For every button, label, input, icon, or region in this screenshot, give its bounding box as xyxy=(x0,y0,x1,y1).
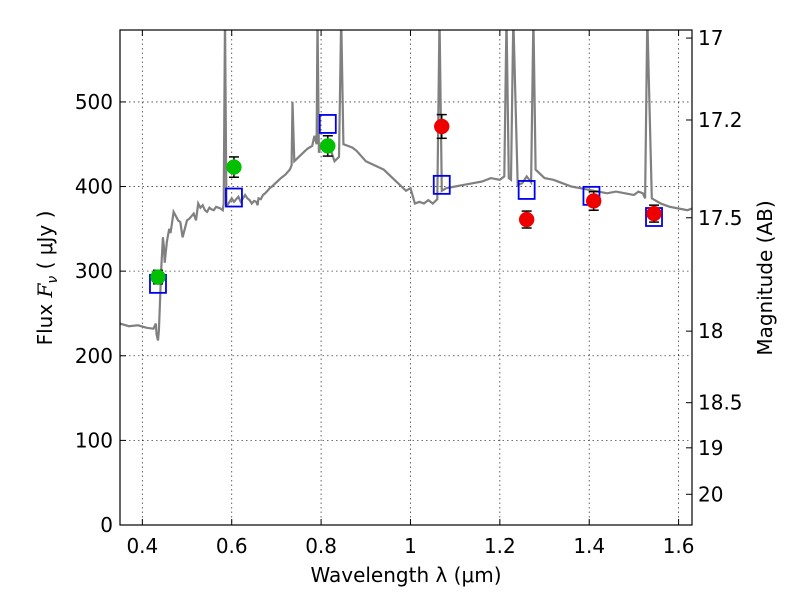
green-point-marker xyxy=(150,269,166,285)
red-point-marker xyxy=(585,193,602,209)
y-tick-label: 200 xyxy=(75,344,113,368)
y-tick-label: 100 xyxy=(75,428,113,452)
y-tick-label: 400 xyxy=(75,175,113,199)
red-point-marker xyxy=(646,205,662,222)
right-tick-label: 17.5 xyxy=(698,206,743,230)
x-axis-label: Wavelength λ (μm) xyxy=(310,563,501,587)
red-point-marker xyxy=(518,211,535,228)
y-tick-label: 300 xyxy=(75,259,113,283)
right-tick-label: 18 xyxy=(698,319,723,343)
y-tick-label: 500 xyxy=(75,90,113,114)
model-square-marker xyxy=(318,114,337,134)
y-tick-label: 0 xyxy=(100,513,113,537)
y-axis-label-symbol: F xyxy=(33,282,57,298)
right-tick-label: 17.2 xyxy=(698,108,743,132)
y-axis-label: Flux Fν ( μJy ) xyxy=(33,211,61,346)
model-square-marker xyxy=(517,180,536,200)
right-tick-label: 18.5 xyxy=(698,391,743,415)
green-point-marker xyxy=(226,159,242,175)
grid-lines xyxy=(120,30,692,526)
model-square-marker xyxy=(225,187,243,208)
data-markers xyxy=(149,113,663,294)
y-axis-label-unit: ( μJy ) xyxy=(33,211,57,276)
right-tick-label: 20 xyxy=(698,482,723,506)
red-point-marker xyxy=(434,118,450,135)
right-tick-label: 19 xyxy=(698,436,723,460)
model-square-marker xyxy=(432,174,451,195)
x-tick-label: 1.2 xyxy=(484,534,516,558)
right-axis-label: Magnitude (AB) xyxy=(753,200,777,355)
x-tick-label: 0.6 xyxy=(216,534,248,558)
y-axis-label-subscript: ν xyxy=(45,276,61,284)
green-point-marker xyxy=(320,138,336,154)
plot-frame xyxy=(119,29,693,526)
right-tick-label: 17 xyxy=(698,26,723,50)
axis-ticks: 0.4 0.6 0.8 1 1.2 1.4 1.6 0 100 200 300 400 500 17 17.… xyxy=(75,26,743,558)
x-tick-label: 1.4 xyxy=(573,534,605,558)
x-tick-label: 0.8 xyxy=(305,534,337,558)
x-tick-label: 1.6 xyxy=(663,534,695,558)
x-tick-label: 0.4 xyxy=(126,534,158,558)
x-tick-label: 1 xyxy=(404,534,417,558)
plot-area xyxy=(120,30,692,341)
spectrum-line xyxy=(120,30,692,341)
y-axis-label-prefix: Flux xyxy=(33,297,57,345)
